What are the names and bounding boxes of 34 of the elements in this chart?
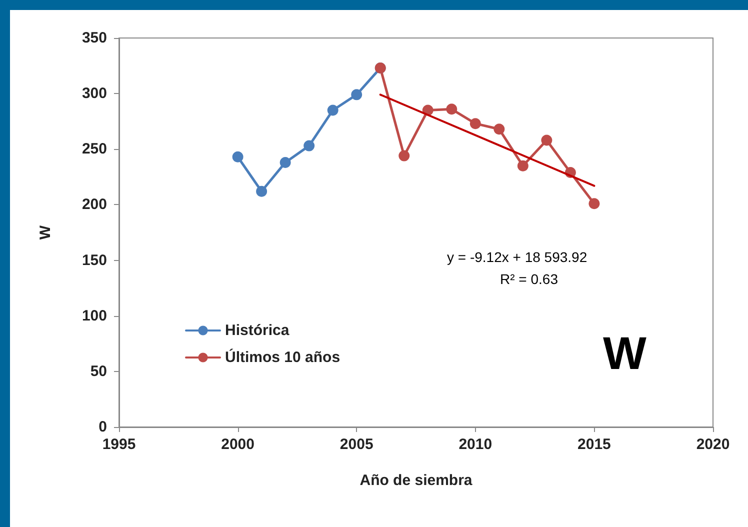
x-tick-label: 1995 (102, 436, 136, 453)
point (280, 156, 291, 168)
y-tick-label: 300 (82, 85, 107, 102)
annotation: R² = 0.63 (500, 271, 558, 287)
x-tick-label: 2020 (696, 436, 730, 453)
point (517, 160, 528, 172)
x-tick-label: 2015 (578, 436, 611, 453)
x-axis-title: Año de siembra (360, 472, 473, 489)
point (304, 140, 315, 152)
point (232, 151, 244, 162)
y-tick-label: 150 (82, 252, 107, 269)
point (588, 198, 600, 210)
point (398, 150, 410, 162)
point (327, 104, 338, 116)
y-axis-title: W (37, 224, 54, 240)
y-tick-label: 250 (82, 140, 107, 158)
point (541, 134, 552, 146)
y-tick-label: 200 (82, 196, 107, 214)
legend-label: Últimos 10 años (225, 348, 340, 366)
point (446, 104, 458, 115)
y-tick-label: 50 (90, 362, 107, 380)
y-tick-label: 0 (98, 418, 107, 436)
x-tick-label: 2000 (221, 436, 254, 453)
x-tick-label: 2005 (340, 436, 374, 453)
annotation: y = -9.12x + 18 593.92 (447, 249, 588, 265)
x-tick-label: 2010 (458, 436, 492, 453)
legend-label: Histórica (225, 322, 290, 339)
y-tick-label: 100 (82, 307, 107, 324)
point (351, 89, 362, 100)
point (470, 118, 481, 130)
annotation: W (603, 327, 647, 379)
point (256, 186, 268, 197)
point (494, 124, 505, 135)
y-tick-label: 350 (82, 30, 107, 46)
